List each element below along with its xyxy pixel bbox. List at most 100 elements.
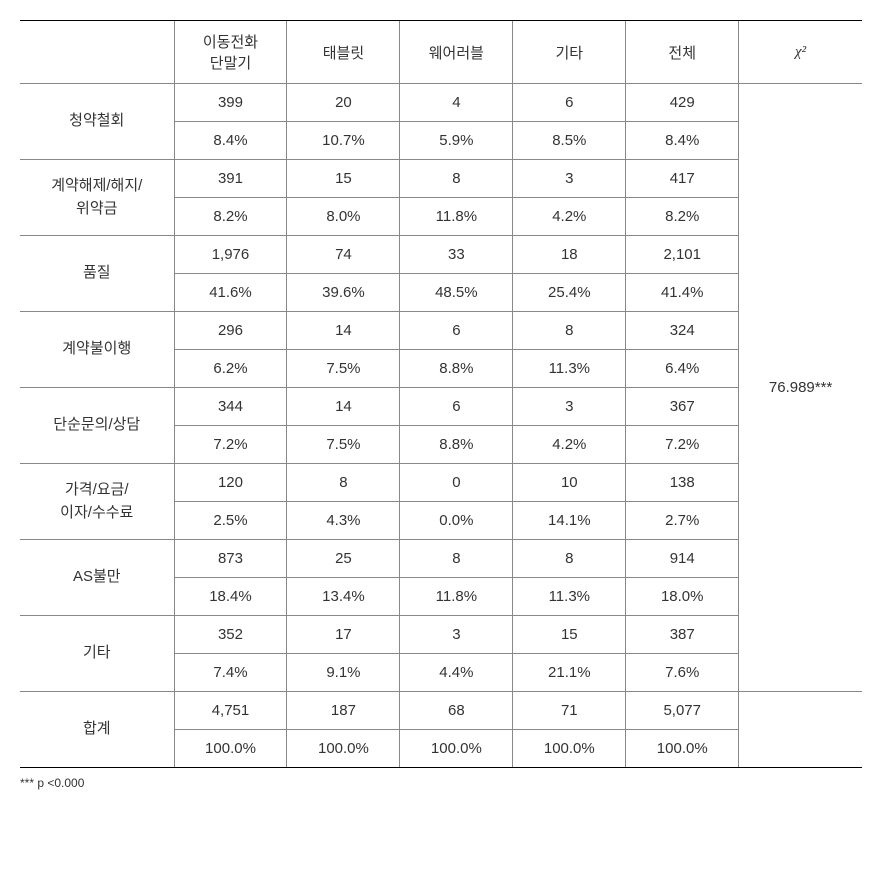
header-chi: χ² (739, 21, 862, 84)
cell-pct: 4.2% (513, 198, 626, 236)
cell-value: 33 (400, 236, 513, 274)
cell-pct: 13.4% (287, 578, 400, 616)
cell-value: 17 (287, 616, 400, 654)
cell-pct: 11.3% (513, 350, 626, 388)
cell-pct: 7.2% (626, 426, 739, 464)
cell-value: 873 (174, 540, 287, 578)
cell-value: 3 (400, 616, 513, 654)
cell-value: 417 (626, 160, 739, 198)
cell-pct: 18.0% (626, 578, 739, 616)
cell-value: 391 (174, 160, 287, 198)
table-row: 계약불이행 296 14 6 8 324 (20, 312, 862, 350)
table-row: 품질 1,976 74 33 18 2,101 (20, 236, 862, 274)
cell-pct: 11.3% (513, 578, 626, 616)
cell-value: 18 (513, 236, 626, 274)
cell-pct: 48.5% (400, 274, 513, 312)
cell-pct: 7.5% (287, 350, 400, 388)
cell-value: 138 (626, 464, 739, 502)
cell-value: 3 (513, 160, 626, 198)
cell-pct: 7.4% (174, 654, 287, 692)
header-mobile: 이동전화 단말기 (174, 21, 287, 84)
header-other: 기타 (513, 21, 626, 84)
cell-value: 14 (287, 388, 400, 426)
table-row: AS불만 873 25 8 8 914 (20, 540, 862, 578)
cell-value: 4,751 (174, 692, 287, 730)
cell-pct: 8.8% (400, 426, 513, 464)
cell-pct: 14.1% (513, 502, 626, 540)
cell-pct: 8.4% (174, 122, 287, 160)
cell-value: 8 (513, 312, 626, 350)
cell-value: 5,077 (626, 692, 739, 730)
cell-value: 399 (174, 84, 287, 122)
cell-value: 6 (400, 312, 513, 350)
cell-value: 0 (400, 464, 513, 502)
cell-value: 352 (174, 616, 287, 654)
header-row: 이동전화 단말기 태블릿 웨어러블 기타 전체 χ² (20, 21, 862, 84)
header-tablet: 태블릿 (287, 21, 400, 84)
cell-value: 4 (400, 84, 513, 122)
cell-value: 6 (400, 388, 513, 426)
cell-pct: 8.2% (626, 198, 739, 236)
cell-value: 8 (400, 540, 513, 578)
row-label-other: 기타 (20, 616, 174, 692)
cell-value: 367 (626, 388, 739, 426)
cell-pct: 9.1% (287, 654, 400, 692)
cell-pct: 8.5% (513, 122, 626, 160)
row-label-withdraw: 청약철회 (20, 84, 174, 160)
row-label-quality: 품질 (20, 236, 174, 312)
row-label-inquiry: 단순문의/상담 (20, 388, 174, 464)
cell-value: 14 (287, 312, 400, 350)
stats-table: 이동전화 단말기 태블릿 웨어러블 기타 전체 χ² 청약철회 399 20 4… (20, 20, 862, 768)
cell-value: 120 (174, 464, 287, 502)
cell-value: 387 (626, 616, 739, 654)
cell-pct: 100.0% (287, 730, 400, 768)
cell-pct: 41.6% (174, 274, 287, 312)
cell-pct: 4.2% (513, 426, 626, 464)
cell-pct: 100.0% (513, 730, 626, 768)
cell-value: 8 (513, 540, 626, 578)
cell-pct: 100.0% (626, 730, 739, 768)
cell-pct: 8.0% (287, 198, 400, 236)
table-row: 단순문의/상담 344 14 6 3 367 (20, 388, 862, 426)
chi-empty-cell (739, 692, 862, 768)
cell-pct: 11.8% (400, 578, 513, 616)
cell-pct: 41.4% (626, 274, 739, 312)
cell-value: 15 (513, 616, 626, 654)
cell-pct: 2.7% (626, 502, 739, 540)
cell-value: 6 (513, 84, 626, 122)
cell-pct: 8.4% (626, 122, 739, 160)
row-label-cancel: 계약해제/해지/ 위약금 (20, 160, 174, 236)
cell-pct: 8.8% (400, 350, 513, 388)
cell-value: 15 (287, 160, 400, 198)
row-label-total: 합계 (20, 692, 174, 768)
cell-value: 2,101 (626, 236, 739, 274)
cell-pct: 18.4% (174, 578, 287, 616)
cell-value: 25 (287, 540, 400, 578)
header-total: 전체 (626, 21, 739, 84)
cell-pct: 11.8% (400, 198, 513, 236)
cell-pct: 25.4% (513, 274, 626, 312)
header-blank (20, 21, 174, 84)
cell-value: 1,976 (174, 236, 287, 274)
cell-value: 20 (287, 84, 400, 122)
cell-pct: 4.3% (287, 502, 400, 540)
table-row: 계약해제/해지/ 위약금 391 15 8 3 417 (20, 160, 862, 198)
cell-value: 68 (400, 692, 513, 730)
cell-pct: 6.2% (174, 350, 287, 388)
cell-pct: 21.1% (513, 654, 626, 692)
cell-value: 296 (174, 312, 287, 350)
cell-pct: 0.0% (400, 502, 513, 540)
cell-pct: 2.5% (174, 502, 287, 540)
cell-value: 914 (626, 540, 739, 578)
row-label-price: 가격/요금/ 이자/수수료 (20, 464, 174, 540)
cell-value: 71 (513, 692, 626, 730)
cell-value: 187 (287, 692, 400, 730)
header-wearable: 웨어러블 (400, 21, 513, 84)
cell-pct: 6.4% (626, 350, 739, 388)
cell-pct: 4.4% (400, 654, 513, 692)
cell-pct: 5.9% (400, 122, 513, 160)
cell-pct: 100.0% (400, 730, 513, 768)
row-label-breach: 계약불이행 (20, 312, 174, 388)
row-label-as: AS불만 (20, 540, 174, 616)
table-row-total: 합계 4,751 187 68 71 5,077 (20, 692, 862, 730)
